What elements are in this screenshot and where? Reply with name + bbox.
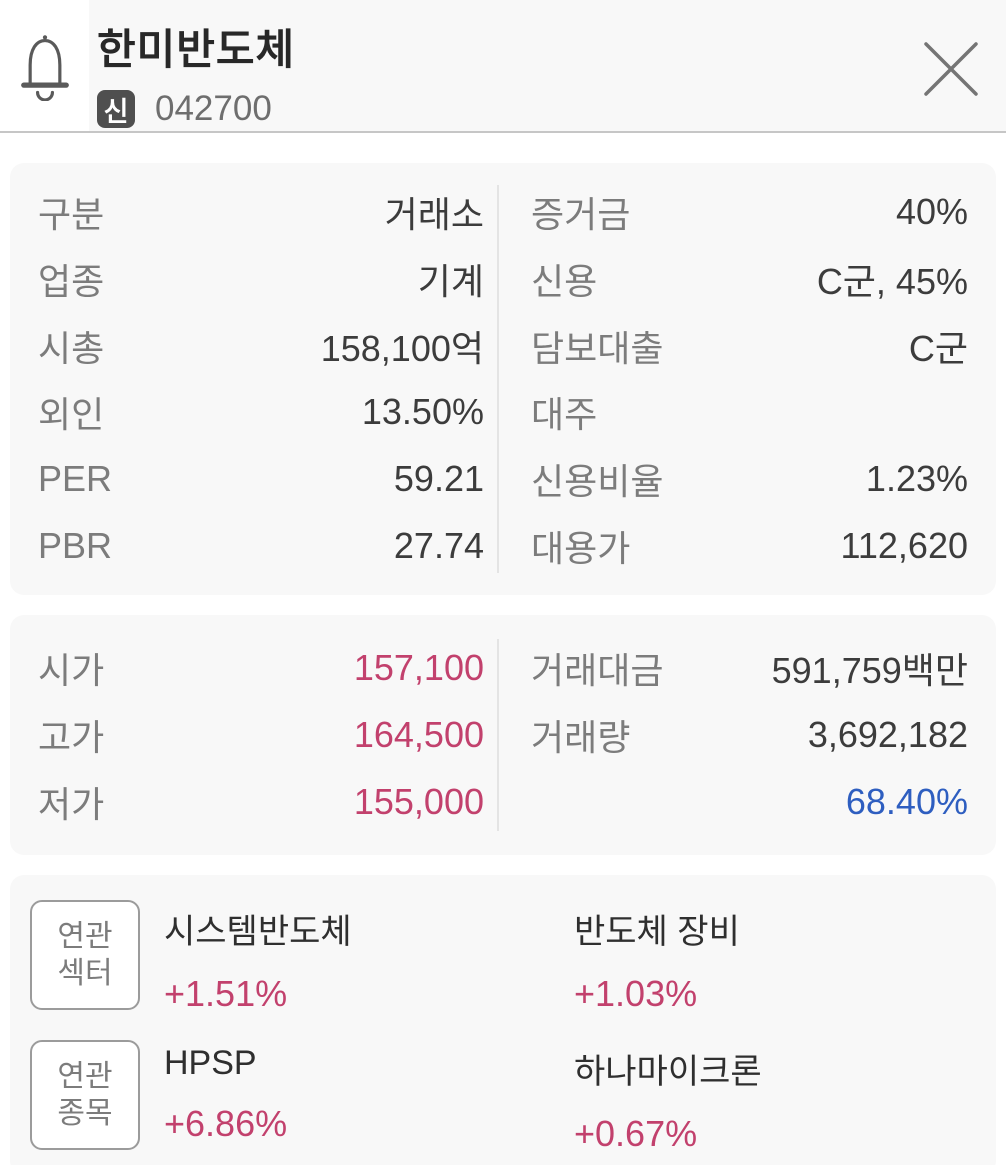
- info-label: PER: [38, 458, 113, 500]
- info-row-upjong: 업종 기계: [38, 246, 484, 313]
- info-row-loan: 담보대출 C군: [531, 312, 968, 379]
- info-row-credit-ratio: 신용비율 1.23%: [531, 446, 968, 513]
- info-label: 외인: [38, 394, 105, 436]
- close-button[interactable]: [920, 38, 982, 100]
- info-value: 13.50%: [361, 391, 484, 433]
- info-value: 59.21: [393, 458, 484, 500]
- info-value: 기계: [417, 261, 484, 302]
- info-row-foreign: 외인 13.50%: [38, 379, 484, 446]
- low-price: 155,000: [353, 780, 484, 822]
- info-value: C군, 45%: [816, 261, 968, 302]
- stock-name: HPSP: [164, 1044, 257, 1082]
- price-panel: 시가 157,100 고가 164,500 저가 155,000 거래대금 59…: [10, 615, 996, 855]
- tag-text: 연관: [57, 919, 113, 953]
- info-label: 시총: [38, 327, 105, 369]
- stock-code: 042700: [155, 89, 272, 128]
- info-value: 27.74: [393, 524, 484, 566]
- price-row-high: 고가 164,500: [38, 702, 484, 769]
- related-sector-item-1[interactable]: 시스템반도체 +1.51%: [164, 900, 574, 1015]
- info-value: 112,620: [840, 524, 968, 566]
- price-row-open: 시가 157,100: [38, 635, 484, 702]
- related-sector-item-2[interactable]: 반도체 장비 +1.03%: [574, 900, 976, 1015]
- popup-header: 한미반도체 신 042700: [0, 0, 1006, 133]
- related-sector-tag: 연관 섹터: [30, 900, 140, 1010]
- tag-text: 연관: [57, 1059, 113, 1093]
- price-label: 거래대금: [531, 650, 664, 692]
- info-label: 증거금: [531, 194, 631, 236]
- open-price: 157,100: [353, 647, 484, 689]
- related-stock-row: 연관 종목 HPSP +6.86% 하나마이크론 +0.67%: [30, 1040, 976, 1155]
- related-stock-item-1[interactable]: HPSP +6.86%: [164, 1040, 574, 1155]
- info-value: 1.23%: [865, 458, 968, 500]
- trade-volume: 3,692,182: [807, 714, 968, 755]
- price-label: 고가: [38, 717, 105, 758]
- price-label: 거래량: [531, 717, 631, 758]
- info-row-substitute-price: 대용가 112,620: [531, 512, 968, 579]
- info-label: 신용비율: [531, 461, 664, 503]
- stock-change: +0.67%: [574, 1113, 698, 1154]
- info-value: 40%: [895, 191, 968, 233]
- info-label: 대주: [531, 394, 598, 436]
- price-panel-divider: [497, 639, 500, 831]
- price-row-low: 저가 155,000: [38, 768, 484, 835]
- info-label: 업종: [38, 261, 105, 302]
- info-label: 담보대출: [531, 327, 664, 369]
- bell-icon: [15, 31, 75, 101]
- sector-change: +1.03%: [574, 973, 698, 1014]
- info-row-credit: 신용 C군, 45%: [531, 246, 968, 313]
- stock-info-panel: 구분 거래소 업종 기계 시총 158,100억 외인 13.50% PER 5…: [10, 163, 996, 595]
- info-row-per: PER 59.21: [38, 446, 484, 513]
- volume-strength: 68.40%: [845, 780, 968, 822]
- price-label: 시가: [38, 650, 105, 692]
- price-row-trade-value: 거래대금 591,759백만: [531, 635, 968, 702]
- related-sector-row: 연관 섹터 시스템반도체 +1.51% 반도체 장비 +1.03%: [30, 900, 976, 1015]
- info-row-gubun: 구분 거래소: [38, 179, 484, 246]
- info-panel-divider: [497, 185, 500, 573]
- alert-bell-button[interactable]: [0, 0, 89, 131]
- info-label: 구분: [38, 194, 105, 236]
- high-price: 164,500: [353, 714, 484, 755]
- info-label: 신용: [531, 261, 598, 302]
- tag-text: 종목: [57, 1097, 113, 1130]
- info-value: 158,100억: [320, 327, 484, 369]
- stock-name: 한미반도체: [97, 26, 296, 73]
- price-row-strength: 68.40%: [531, 768, 968, 835]
- tag-text: 섹터: [57, 957, 113, 990]
- credit-new-badge: 신: [97, 90, 135, 128]
- trade-value: 591,759백만: [771, 650, 968, 692]
- related-stock-tag: 연관 종목: [30, 1040, 140, 1150]
- info-label: 대용가: [531, 527, 631, 569]
- related-stock-item-2[interactable]: 하나마이크론 +0.67%: [574, 1040, 976, 1155]
- stock-change: +6.86%: [164, 1103, 288, 1144]
- info-value: C군: [908, 327, 968, 369]
- info-row-daeju: 대주: [531, 379, 968, 446]
- close-icon: [920, 38, 982, 100]
- stock-name: 하나마이크론: [574, 1053, 762, 1091]
- related-panel: 연관 섹터 시스템반도체 +1.51% 반도체 장비 +1.03% 연관 종목 …: [10, 875, 996, 1165]
- info-label: PBR: [38, 524, 113, 566]
- info-row-margin: 증거금 40%: [531, 179, 968, 246]
- price-row-volume: 거래량 3,692,182: [531, 702, 968, 769]
- info-value: 거래소: [384, 194, 484, 236]
- info-row-sichong: 시총 158,100억: [38, 312, 484, 379]
- info-row-pbr: PBR 27.74: [38, 512, 484, 579]
- sector-name: 반도체 장비: [574, 913, 740, 951]
- price-label: 저가: [38, 783, 105, 825]
- sector-change: +1.51%: [164, 973, 288, 1014]
- sector-name: 시스템반도체: [164, 913, 352, 951]
